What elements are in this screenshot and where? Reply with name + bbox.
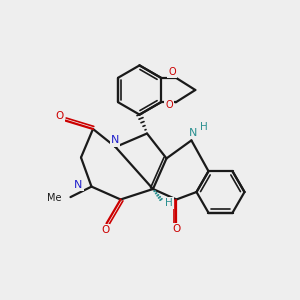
- Text: H: H: [200, 122, 208, 132]
- Text: O: O: [101, 225, 109, 235]
- Text: O: O: [165, 100, 173, 110]
- Text: O: O: [168, 67, 176, 77]
- Text: Me: Me: [47, 193, 62, 203]
- Text: N: N: [111, 135, 119, 146]
- Text: N: N: [189, 128, 197, 138]
- Text: N: N: [74, 180, 82, 190]
- Text: O: O: [55, 111, 64, 121]
- Text: H: H: [165, 198, 173, 208]
- Text: O: O: [172, 224, 181, 234]
